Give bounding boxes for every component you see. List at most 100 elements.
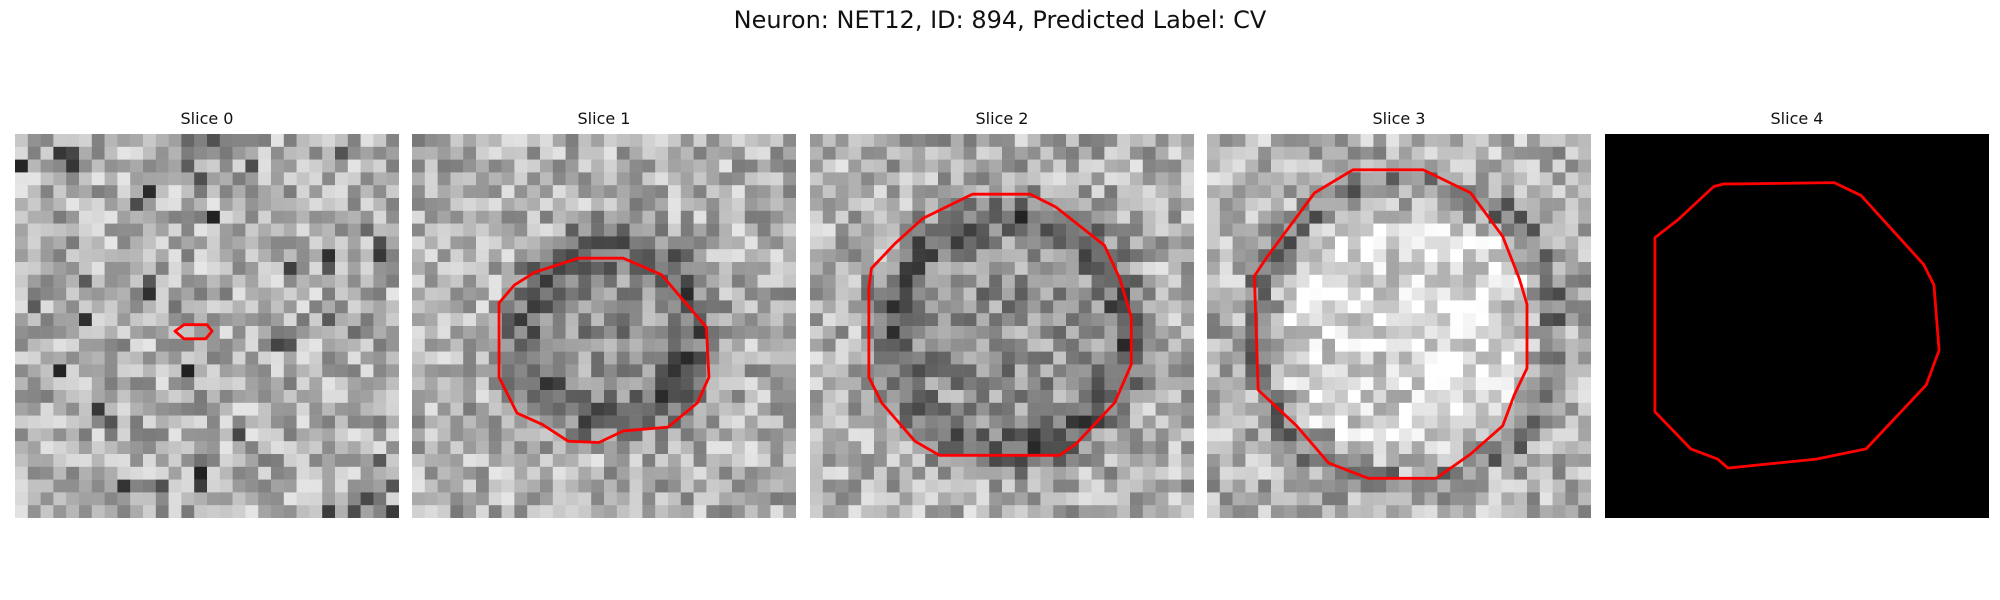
pixel-cell [706, 210, 720, 224]
pixel-cell [450, 185, 464, 199]
pixel-cell [1130, 390, 1144, 404]
pixel-cell [1411, 505, 1425, 518]
pixel-cell [309, 415, 323, 429]
pixel-cell [886, 159, 900, 173]
pixel-cell [950, 338, 964, 352]
pixel-cell [1386, 428, 1400, 442]
pixel-cell [1142, 172, 1156, 186]
pixel-cell [925, 262, 939, 276]
pixel-cell [1078, 402, 1092, 416]
pixel-cell [1296, 454, 1310, 468]
pixel-cell [450, 300, 464, 314]
pixel-cell [1488, 236, 1502, 250]
pixel-cell [181, 287, 195, 301]
pixel-cell [1360, 338, 1374, 352]
pixel-cell [476, 466, 490, 480]
pixel-cell [79, 146, 93, 160]
pixel-cell [861, 479, 875, 493]
pixel-cell [1091, 466, 1105, 480]
pixel-cell [1539, 313, 1553, 327]
pixel-cell [540, 505, 554, 518]
pixel-cell [770, 466, 784, 480]
pixel-cell [207, 454, 221, 468]
pixel-cell [373, 441, 387, 455]
pixel-cell [66, 326, 80, 340]
pixel-cell [1399, 415, 1413, 429]
pixel-cell [1219, 326, 1233, 340]
pixel-cell [1142, 441, 1156, 455]
pixel-cell [706, 479, 720, 493]
pixel-cell [1322, 326, 1336, 340]
pixel-cell [296, 338, 310, 352]
pixel-cell [1283, 313, 1297, 327]
pixel-cell [693, 249, 707, 263]
pixel-cell [91, 338, 105, 352]
pixel-cell [642, 172, 656, 186]
pixel-cell [258, 274, 272, 288]
pixel-cell [258, 441, 272, 455]
pixel-cell [219, 274, 233, 288]
pixel-cell [1565, 274, 1579, 288]
pixel-cell [91, 223, 105, 237]
pixel-cell [1386, 505, 1400, 518]
pixel-cell [770, 313, 784, 327]
pixel-cell [1014, 454, 1028, 468]
pixel-cell [15, 236, 29, 250]
pixel-cell [1078, 172, 1092, 186]
pixel-cell [476, 274, 490, 288]
pixel-cell [950, 159, 964, 173]
pixel-cell [1565, 505, 1579, 518]
pixel-cell [27, 428, 41, 442]
pixel-cell [271, 236, 285, 250]
pixel-cell [629, 402, 643, 416]
pixel-cell [412, 428, 426, 442]
pixel-cell [91, 236, 105, 250]
pixel-cell [848, 492, 862, 506]
pixel-cell [1130, 402, 1144, 416]
pixel-cell [373, 479, 387, 493]
pixel-cell [155, 428, 169, 442]
pixel-cell [1488, 479, 1502, 493]
pixel-cell [1091, 402, 1105, 416]
pixel-cell [848, 146, 862, 160]
pixel-cell [53, 313, 67, 327]
pixel-cell [347, 236, 361, 250]
pixel-cell [848, 172, 862, 186]
pixel-cell [424, 428, 438, 442]
pixel-cell [1514, 402, 1528, 416]
pixel-cell [258, 172, 272, 186]
pixel-cell [207, 159, 221, 173]
pixel-cell [1450, 249, 1464, 263]
pixel-cell [1219, 466, 1233, 480]
pixel-cell [1258, 223, 1272, 237]
pixel-cell [591, 210, 605, 224]
pixel-cell [66, 223, 80, 237]
slice-3-svg [1207, 134, 1591, 518]
pixel-cell [1040, 390, 1054, 404]
pixel-cell [79, 364, 93, 378]
pixel-cell [91, 274, 105, 288]
pixel-cell [540, 466, 554, 480]
pixel-cell [1002, 198, 1016, 212]
pixel-cell [258, 287, 272, 301]
pixel-cell [386, 479, 399, 493]
pixel-cell [886, 351, 900, 365]
pixel-cell [1002, 338, 1016, 352]
pixel-cell [412, 466, 426, 480]
pixel-cell [1155, 185, 1169, 199]
pixel-cell [1271, 441, 1285, 455]
pixel-cell [1424, 236, 1438, 250]
pixel-cell [1578, 198, 1591, 212]
pixel-cell [706, 236, 720, 250]
pixel-cell [552, 338, 566, 352]
pixel-cell [360, 300, 374, 314]
pixel-cell [1488, 351, 1502, 365]
pixel-cell [463, 390, 477, 404]
pixel-cell [1501, 377, 1515, 391]
pixel-cell [1078, 313, 1092, 327]
pixel-cell [591, 454, 605, 468]
pixel-cell [130, 223, 144, 237]
pixel-cell [168, 185, 182, 199]
pixel-cell [1539, 492, 1553, 506]
pixel-cell [143, 249, 157, 263]
